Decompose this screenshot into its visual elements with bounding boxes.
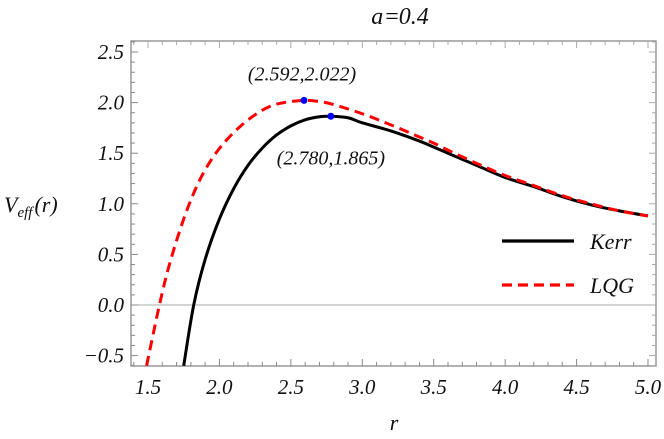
- legend-label-lqg: LQG: [589, 273, 634, 298]
- peak-label: (2.780,1.865): [277, 147, 386, 169]
- y-tick-label: −0.5: [84, 344, 124, 368]
- peak-label: (2.592,2.022): [248, 63, 357, 85]
- peak-marker: [327, 112, 335, 120]
- series-lines: [145, 98, 649, 366]
- chart-title: a=0.4: [371, 4, 429, 30]
- y-tick-label: 1.0: [98, 192, 125, 216]
- lqg-curve: [145, 98, 649, 366]
- peak-annotations: (2.592,2.022) (2.780,1.865): [248, 63, 386, 169]
- x-tick-label: 5.0: [635, 375, 662, 399]
- x-axis-ticks: 1.5 2.0 2.5 3.0 3.5 4.0 4.5 5.0: [133, 41, 662, 399]
- y-tick-label: 1.5: [98, 141, 124, 165]
- x-tick-label: 2.5: [278, 375, 304, 399]
- peak-marker: [300, 96, 308, 104]
- legend-label-kerr: Kerr: [589, 229, 632, 254]
- x-tick-label: 4.0: [492, 375, 519, 399]
- legend: Kerr LQG: [502, 229, 634, 298]
- y-tick-label: 2.0: [98, 91, 125, 115]
- y-tick-label: 2.5: [98, 40, 124, 64]
- y-axis-ticks: −0.5 0.0 0.5 1.0 1.5 2.0 2.5: [84, 40, 656, 368]
- x-tick-label: 2.0: [206, 375, 233, 399]
- x-tick-label: 4.5: [563, 375, 589, 399]
- plot-frame: [130, 40, 657, 367]
- y-tick-label: 0.0: [98, 293, 125, 317]
- kerr-curve: [182, 114, 649, 366]
- x-tick-label: 3.0: [348, 375, 376, 399]
- y-tick-label: 0.5: [98, 242, 124, 266]
- x-tick-label: 3.5: [420, 375, 447, 399]
- x-tick-label: 1.5: [135, 375, 161, 399]
- y-axis-label: Veff(r): [4, 192, 58, 221]
- x-axis-label: r: [390, 410, 399, 435]
